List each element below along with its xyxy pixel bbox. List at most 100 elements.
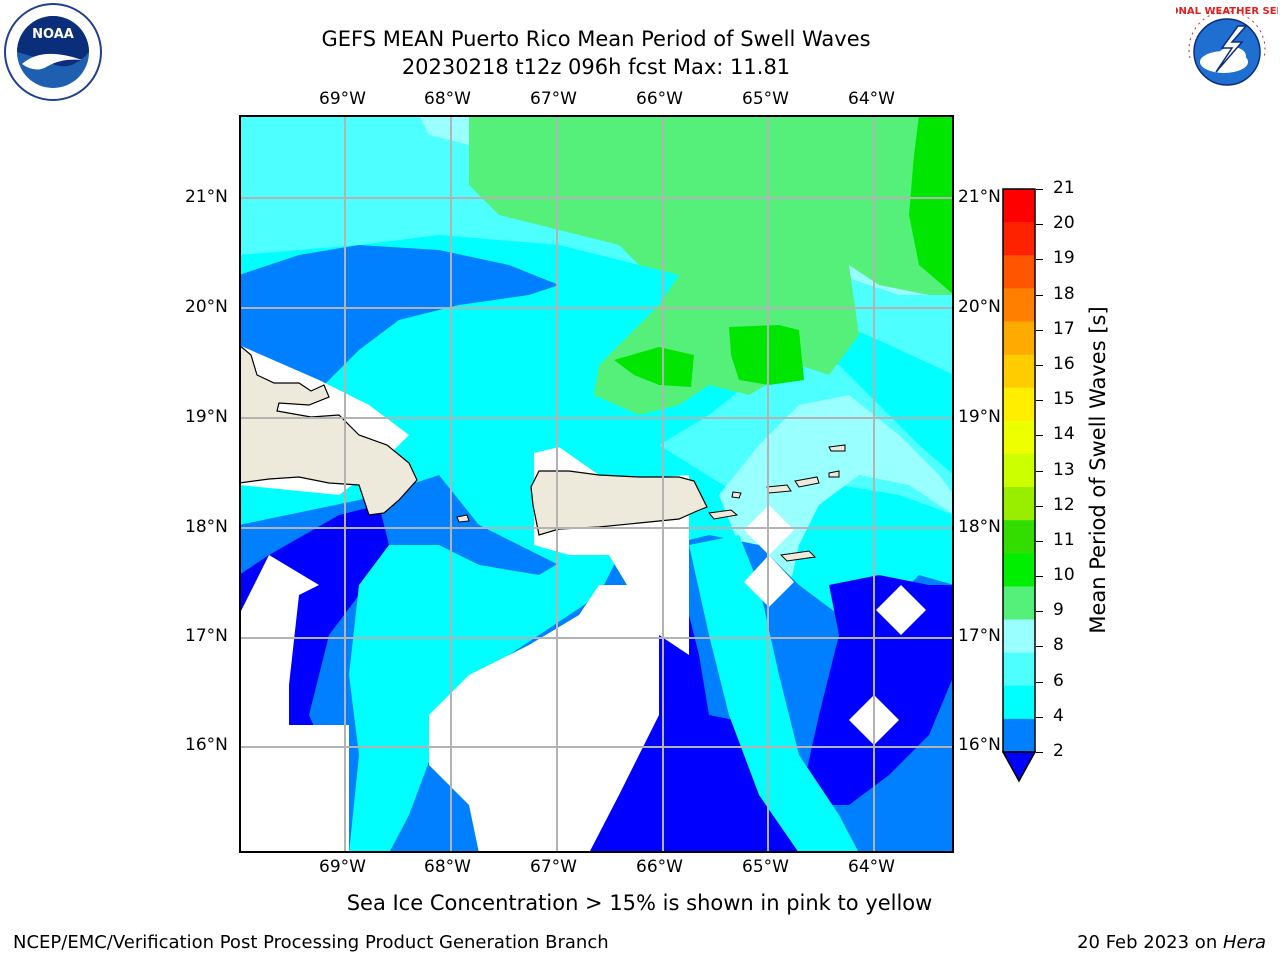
ocean-period-6-8-south-tongue — [349, 545, 619, 853]
colorbar-tick-mark — [1036, 189, 1043, 190]
lon-tick-top-69w: 69°W — [319, 89, 366, 109]
colorbar-tick-label: 11 — [1053, 529, 1075, 550]
colorbar-tick-label: 9 — [1053, 600, 1064, 621]
colorbar-tick-mark — [1036, 646, 1043, 648]
footer-branch: NCEP/EMC/Verification Post Processing Pr… — [13, 932, 609, 953]
colorbar-tick-label: 19 — [1053, 248, 1075, 269]
colorbar-tick-label: 13 — [1053, 459, 1075, 480]
chart-subtitle-forecast: 20230218 t12z 096h fcst Max: 11.81 — [401, 55, 791, 79]
colorbar-band — [1003, 652, 1035, 687]
nws-logo: NATIONAL WEATHER SERVICE — [1176, 5, 1278, 99]
colorbar-band — [1003, 718, 1035, 753]
lon-tick-bottom-64w: 64°W — [848, 857, 895, 877]
lon-tick-bottom-67w: 67°W — [530, 857, 577, 877]
lon-tick-bottom-69w: 69°W — [319, 857, 366, 877]
colorbar-tick-mark — [1036, 329, 1043, 331]
colorbar-tick-label: 16 — [1053, 353, 1075, 374]
colorbar-band — [1003, 189, 1035, 223]
lon-tick-top-65w: 65°W — [742, 89, 789, 109]
colorbar-tick-label: 12 — [1053, 494, 1075, 515]
land-virgin-gorda — [828, 470, 840, 478]
lat-tick-right-18n: 18°N — [958, 517, 1001, 537]
colorbar-band — [1003, 586, 1035, 621]
colorbar-band — [1003, 420, 1035, 455]
lat-tick-left-18n: 18°N — [185, 517, 228, 537]
lon-tick-top-68w: 68°W — [424, 89, 471, 109]
colorbar-band — [1003, 520, 1035, 554]
colorbar-tick-label: 14 — [1053, 424, 1075, 445]
footer-date-text: 20 Feb 2023 on — [1077, 932, 1223, 953]
colorbar-band — [1003, 387, 1035, 422]
colorbar-tick-mark — [1036, 540, 1043, 542]
land-st-thomas — [766, 484, 792, 494]
lon-tick-top-67w: 67°W — [530, 89, 577, 109]
colorbar-tick-label: 8 — [1053, 635, 1064, 656]
colorbar-band — [1003, 487, 1035, 521]
ocean-period-6-8-south-plume — [689, 535, 859, 853]
lat-tick-right-20n: 20°N — [958, 297, 1001, 317]
colorbar-tick-mark — [1036, 716, 1043, 718]
lat-tick-left-20n: 20°N — [185, 297, 228, 317]
missing-data-southwest — [239, 555, 349, 853]
lon-tick-top-64w: 64°W — [848, 89, 895, 109]
colorbar-tick-label: 18 — [1053, 283, 1075, 304]
missing-data-south-central — [429, 585, 659, 853]
lat-tick-right-17n: 17°N — [958, 626, 1001, 646]
land-culebra — [731, 491, 742, 499]
colorbar-tick-label: 20 — [1053, 213, 1075, 234]
lon-tick-top-66w: 66°W — [636, 89, 683, 109]
colorbar-tick-label: 15 — [1053, 389, 1075, 410]
land-vieques — [708, 509, 739, 520]
swell-period-map — [239, 115, 954, 853]
colorbar-under-extend — [1002, 751, 1036, 783]
footer-machine: Hera — [1222, 932, 1266, 953]
lat-tick-right-19n: 19°N — [958, 407, 1001, 427]
map-frame — [239, 115, 954, 853]
ocean-period-11-12-northeast — [909, 115, 954, 295]
colorbar-band — [1003, 321, 1035, 356]
lon-tick-bottom-66w: 66°W — [636, 857, 683, 877]
lat-tick-left-19n: 19°N — [185, 407, 228, 427]
lon-tick-bottom-68w: 68°W — [424, 857, 471, 877]
land-st-croix — [779, 550, 817, 562]
colorbar-band — [1003, 553, 1035, 587]
map-gridlines — [239, 115, 954, 853]
colorbar-tick-mark — [1036, 364, 1043, 366]
lat-tick-left-17n: 17°N — [185, 626, 228, 646]
lat-tick-left-21n: 21°N — [185, 187, 228, 207]
land-mona-island — [456, 514, 470, 523]
colorbar-tick-mark — [1036, 294, 1043, 296]
sea-ice-note: Sea Ice Concentration > 15% is shown in … — [346, 891, 933, 915]
colorbar-tick-mark — [1036, 224, 1043, 226]
colorbar — [1002, 188, 1036, 783]
missing-data-diamond-3 — [876, 585, 926, 635]
colorbar-frame — [1002, 188, 1036, 753]
ocean-period-10-11 — [469, 115, 954, 415]
ocean-period-4-6-northwest — [239, 245, 559, 390]
colorbar-tick-mark — [1036, 435, 1043, 437]
colorbar-band — [1003, 255, 1035, 289]
ocean-period-11-12-east — [729, 325, 804, 385]
noaa-logo: NOAA — [4, 3, 102, 101]
colorbar-tick-mark — [1036, 752, 1043, 753]
colorbar-tick-mark — [1036, 470, 1043, 472]
land-tortola — [794, 476, 820, 488]
colorbar-tick-mark — [1036, 259, 1043, 261]
colorbar-band — [1003, 619, 1035, 654]
colorbar-band — [1003, 453, 1035, 488]
colorbar-tick-label: 6 — [1053, 670, 1064, 691]
colorbar-band — [1003, 222, 1035, 256]
colorbar-tick-label: 10 — [1053, 565, 1075, 586]
nws-logo-text: NATIONAL WEATHER SERVICE — [1176, 6, 1278, 17]
colorbar-band — [1003, 354, 1035, 389]
colorbar-tick-label: 17 — [1053, 318, 1075, 339]
colorbar-label: Mean Period of Swell Waves [s] — [1086, 306, 1110, 634]
colorbar-tick-label: 2 — [1053, 741, 1064, 761]
ocean-period-11-12-west — [614, 347, 694, 387]
colorbar-tick-mark — [1036, 400, 1043, 402]
noaa-logo-text: NOAA — [32, 27, 74, 42]
colorbar-band — [1003, 288, 1035, 322]
colorbar-tick-label: 4 — [1053, 705, 1064, 726]
chart-title: GEFS MEAN Puerto Rico Mean Period of Swe… — [321, 27, 871, 51]
colorbar-band — [1003, 685, 1035, 720]
